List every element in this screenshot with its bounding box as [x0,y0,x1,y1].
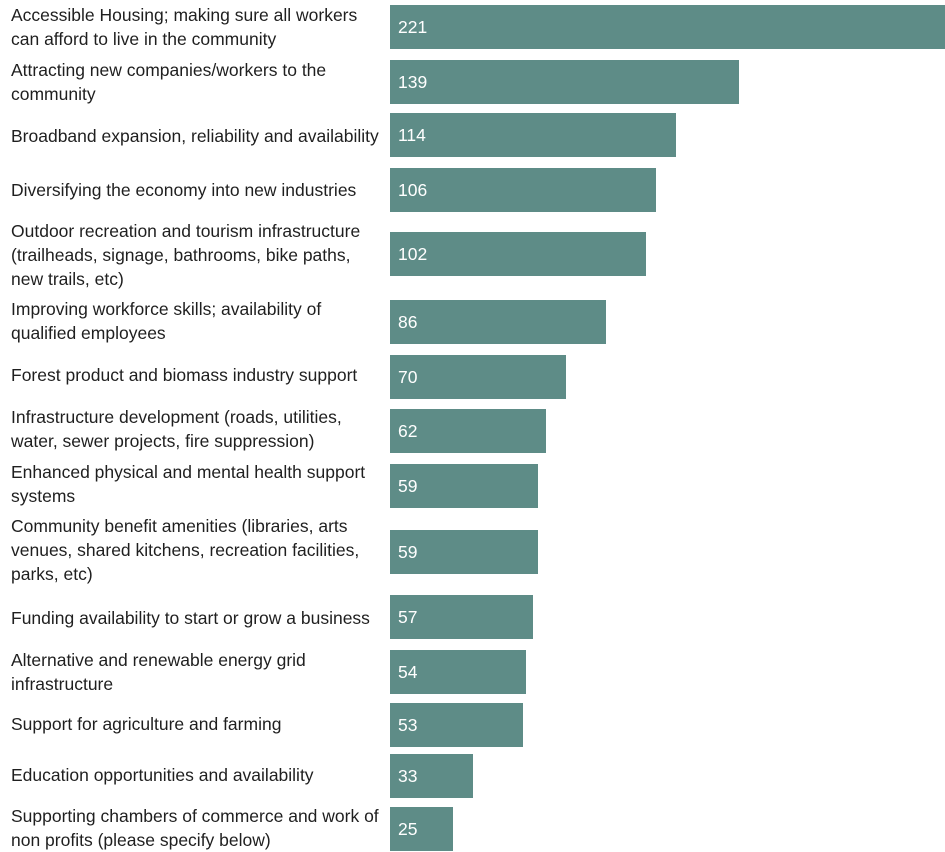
bar: 86 [390,300,606,344]
category-label: Alternative and renewable energy grid in… [11,650,306,694]
bar: 114 [390,113,677,157]
data-label: 86 [398,312,418,332]
bar: 221 [390,5,945,49]
data-label: 139 [398,72,428,92]
data-label: 54 [398,662,418,682]
data-label: 53 [398,715,418,735]
category-label: Support for agriculture and farming [11,714,282,734]
data-label: 106 [398,180,428,200]
data-label: 221 [398,17,428,37]
category-label: Community benefit amenities (libraries, … [11,516,360,584]
category-label: Accessible Housing; making sure all work… [11,5,358,49]
category-label: Forest product and biomass industry supp… [11,365,358,385]
data-label: 57 [398,607,418,627]
category-label: Outdoor recreation and tourism infrastru… [11,221,361,289]
category-label: Funding availability to start or grow a … [11,608,370,628]
category-label: Broadband expansion, reliability and ava… [11,126,379,146]
bar: 62 [390,409,546,453]
category-label: Attracting new companies/workers to the … [11,60,327,104]
bar: 106 [390,168,657,212]
category-label: Improving workforce skills; availability… [11,299,322,343]
data-label: 62 [398,421,418,441]
data-label: 70 [398,367,418,387]
bar: 139 [390,60,740,104]
bar: 59 [390,530,539,574]
data-label: 33 [398,766,418,786]
category-label: Diversifying the economy into new indust… [11,180,357,200]
category-label: Enhanced physical and mental health supp… [11,462,366,506]
data-label: 114 [398,125,426,145]
data-label: 102 [398,244,428,264]
bar: 59 [390,464,539,508]
bar: 53 [390,703,524,747]
bar: 33 [390,754,473,798]
data-label: 59 [398,542,418,562]
category-label: Education opportunities and availability [11,765,314,785]
category-label: Supporting chambers of commerce and work… [11,806,379,850]
bar: 102 [390,232,647,276]
data-label: 25 [398,819,418,839]
bar: 57 [390,595,534,639]
data-label: 59 [398,476,418,496]
bar: 25 [390,807,453,851]
category-label: Infrastructure development (roads, utili… [11,407,342,451]
bar: 70 [390,355,566,399]
bar: 54 [390,650,526,694]
